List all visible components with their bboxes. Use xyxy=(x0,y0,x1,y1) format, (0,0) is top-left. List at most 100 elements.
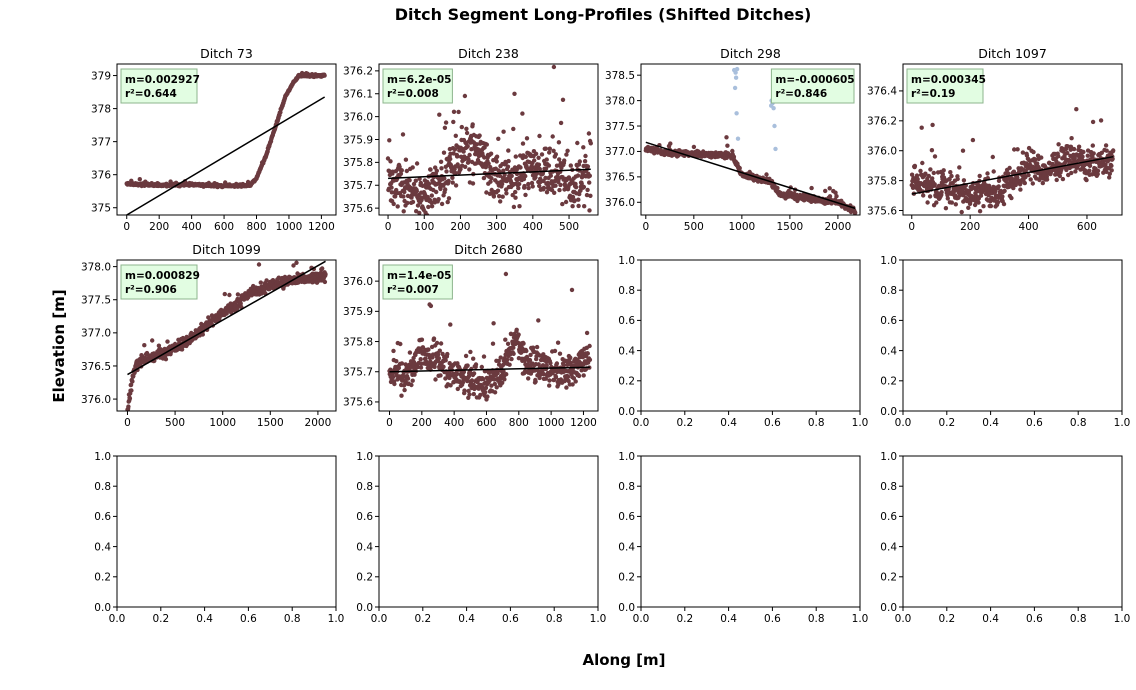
data-point xyxy=(544,190,550,195)
x-axis-ticks: 0.0 0.2 0.4 0.6 0.8 1.0 xyxy=(633,607,868,625)
data-point xyxy=(570,382,575,387)
y-tick-label: 0.6 xyxy=(880,511,897,523)
data-point xyxy=(827,186,832,191)
data-point xyxy=(491,194,497,199)
data-point xyxy=(494,159,499,164)
x-tick-label: 0.8 xyxy=(1070,613,1087,625)
data-point xyxy=(550,134,555,139)
data-point xyxy=(495,188,501,193)
data-point xyxy=(543,175,548,181)
data-point xyxy=(445,199,450,205)
y-axis-ticks: 0.0 0.2 0.4 0.6 0.8 1.0 xyxy=(618,255,641,418)
data-point xyxy=(977,209,983,214)
data-point xyxy=(1104,169,1109,174)
data-point xyxy=(1084,177,1089,183)
data-point xyxy=(1103,143,1109,148)
data-point xyxy=(1058,168,1064,173)
data-point xyxy=(461,149,466,154)
x-tick-label: 800 xyxy=(509,417,529,429)
regression-line xyxy=(127,260,326,376)
data-point xyxy=(222,291,227,297)
data-point xyxy=(991,169,996,174)
data-point xyxy=(556,140,562,145)
subplot-grid: Ditch 73 m=0.002927 r²=0.644 0 200 400 600 800 1… xyxy=(81,46,1130,625)
data-point xyxy=(446,196,452,201)
data-point xyxy=(505,164,511,169)
plot-frame xyxy=(116,259,337,412)
data-point xyxy=(407,178,412,183)
data-point xyxy=(489,383,494,388)
y-tick-label: 0.0 xyxy=(94,602,111,614)
data-point xyxy=(919,125,924,130)
y-tick-label: 375.6 xyxy=(343,203,373,215)
data-point xyxy=(541,185,547,191)
data-point xyxy=(909,172,915,177)
data-point xyxy=(433,377,438,382)
data-point xyxy=(500,194,505,199)
data-point xyxy=(163,357,169,362)
data-point xyxy=(547,383,552,388)
data-point xyxy=(454,371,460,377)
data-point xyxy=(1071,146,1077,152)
x-tick-label: 0 xyxy=(386,417,393,429)
data-point xyxy=(469,147,474,152)
data-point xyxy=(434,168,439,173)
data-point xyxy=(823,188,828,194)
x-tick-label: 800 xyxy=(246,221,266,233)
x-tick-label: 0.6 xyxy=(240,613,257,625)
data-point xyxy=(775,185,780,191)
y-tick-label: 0.0 xyxy=(618,406,635,418)
data-point xyxy=(544,363,549,368)
data-point xyxy=(474,142,479,147)
x-axis-ticks: 0.0 0.2 0.4 0.6 0.8 1.0 xyxy=(895,411,1130,429)
data-point xyxy=(322,279,328,285)
data-point xyxy=(565,374,571,379)
data-point xyxy=(399,393,404,398)
subplot: Ditch 298 m=-0.000605 r²=0.846 0 500 1000 1500… xyxy=(605,46,861,233)
data-point xyxy=(932,154,938,159)
x-tick-label: 0 xyxy=(908,221,915,233)
data-point xyxy=(1056,142,1061,147)
data-point xyxy=(1107,171,1113,176)
data-point xyxy=(578,188,583,193)
y-tick-label: 0.0 xyxy=(618,602,635,614)
data-point xyxy=(503,337,508,342)
data-point xyxy=(467,167,472,172)
data-point xyxy=(462,93,468,99)
data-point xyxy=(483,385,489,391)
x-tick-label: 0.4 xyxy=(982,613,999,625)
data-points xyxy=(124,70,327,215)
data-point xyxy=(537,133,542,139)
data-point xyxy=(582,204,587,209)
data-point xyxy=(668,141,673,146)
y-tick-label: 377.0 xyxy=(605,146,635,158)
data-point xyxy=(555,340,561,345)
plot-frame xyxy=(378,259,599,412)
data-point xyxy=(563,199,569,205)
data-point xyxy=(389,190,394,195)
data-point xyxy=(996,184,1001,189)
data-point xyxy=(1068,144,1074,149)
data-point xyxy=(522,183,527,189)
data-point xyxy=(573,185,579,190)
data-point xyxy=(448,322,453,327)
x-tick-label: 600 xyxy=(214,221,234,233)
data-point xyxy=(396,365,401,371)
data-point xyxy=(206,315,211,320)
regression-line xyxy=(911,155,1114,195)
data-point xyxy=(392,381,397,387)
data-point xyxy=(520,111,525,116)
data-point xyxy=(511,351,516,356)
data-point xyxy=(507,362,512,367)
stats-box-background xyxy=(382,68,453,104)
y-tick-label: 379 xyxy=(91,70,111,82)
data-point xyxy=(511,345,516,350)
data-point xyxy=(521,341,526,346)
data-point xyxy=(943,206,949,211)
data-point xyxy=(320,266,325,271)
data-point xyxy=(552,348,558,354)
x-tick-label: 2000 xyxy=(825,221,852,233)
data-point xyxy=(504,191,509,196)
y-tick-label: 376.5 xyxy=(81,361,111,373)
data-point xyxy=(484,190,489,195)
